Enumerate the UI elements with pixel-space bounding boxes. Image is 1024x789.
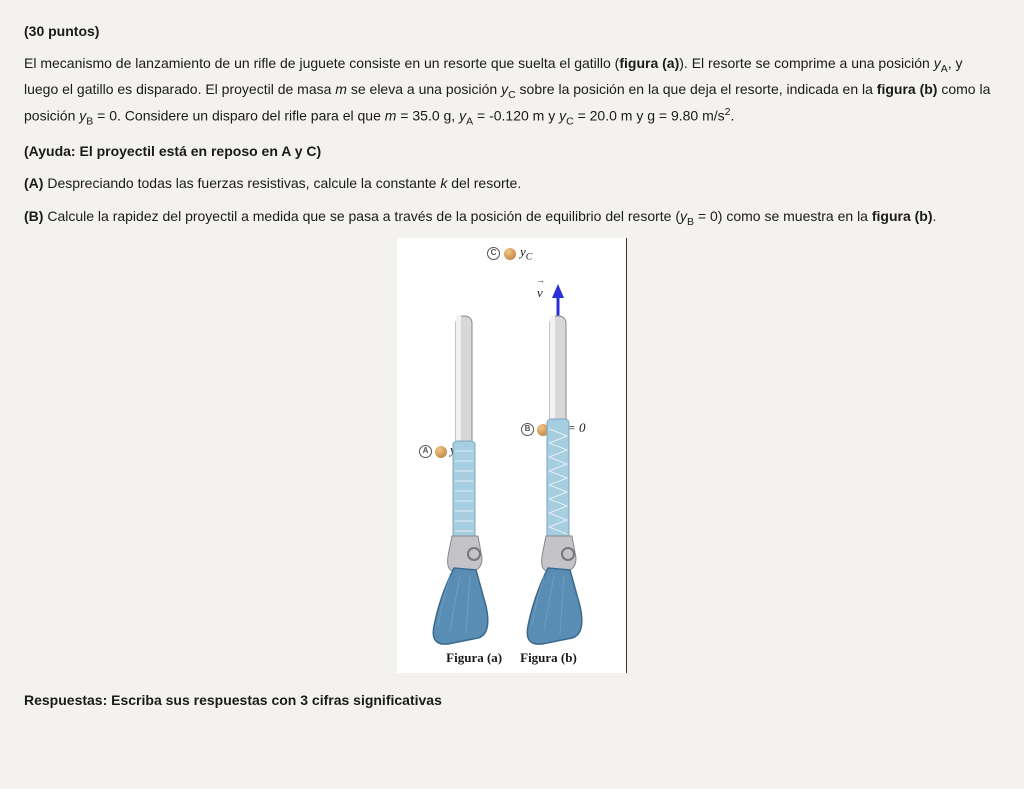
yc-label: yC	[520, 242, 532, 265]
label-c-group: C yC	[487, 242, 532, 265]
problem-statement: El mecanismo de lanzamiento de un rifle …	[24, 52, 1000, 129]
marker-c-icon: C	[487, 247, 500, 260]
rifle-a-svg	[420, 276, 510, 646]
points-header: (30 puntos)	[24, 20, 1000, 42]
projectile-c-icon	[504, 248, 516, 260]
part-b: (B) Calcule la rapidez del proyectil a m…	[24, 205, 1000, 231]
rifle-b	[514, 276, 604, 646]
answers-footer: Respuestas: Escriba sus respuestas con 3…	[24, 689, 1000, 711]
part-a: (A) Despreciando todas las fuerzas resis…	[24, 172, 1000, 194]
rifle-b-svg	[514, 276, 604, 646]
caption-a: Figura (a)	[446, 648, 502, 669]
figure-container: C yC v A yA B yB = 0	[24, 238, 1000, 673]
rifle-a	[420, 276, 510, 646]
figure-box: C yC v A yA B yB = 0	[397, 238, 627, 673]
hint: (Ayuda: El proyectil está en reposo en A…	[24, 140, 1000, 162]
caption-b: Figura (b)	[520, 648, 577, 669]
figure-captions: Figura (a) Figura (b)	[413, 648, 610, 669]
